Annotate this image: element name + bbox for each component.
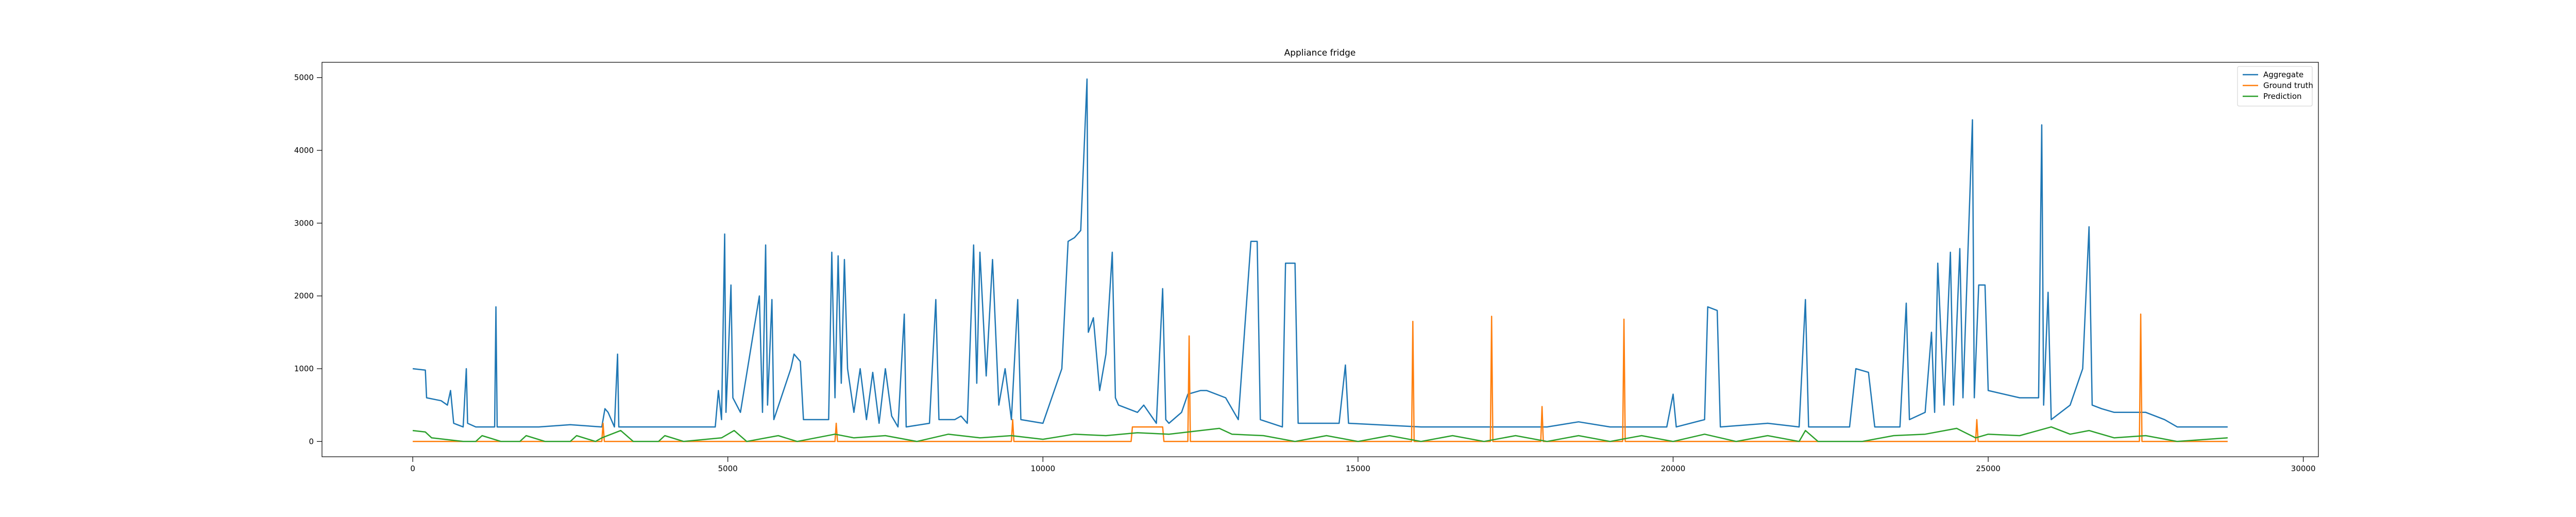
x-tick-label: 10000 (1030, 464, 1055, 473)
x-tick-label: 25000 (1976, 464, 2001, 473)
series-line (413, 313, 2228, 442)
y-tick-label: 5000 (294, 73, 314, 82)
x-tick-label: 20000 (1661, 464, 1686, 473)
legend-label: Prediction (2263, 92, 2302, 101)
x-tick-label: 30000 (2291, 464, 2316, 473)
y-tick-label: 3000 (294, 218, 314, 228)
y-tick-label: 2000 (294, 291, 314, 301)
series-line (412, 426, 2228, 442)
y-tick-label: 4000 (294, 146, 314, 155)
y-tick-label: 0 (309, 437, 314, 446)
x-tick-label: 0 (410, 464, 415, 473)
chart-title: Appliance fridge (1284, 48, 1356, 58)
legend-label: Aggregate (2263, 70, 2303, 79)
x-tick-label: 15000 (1346, 464, 1370, 473)
legend-label: Ground truth (2263, 81, 2313, 90)
y-tick-label: 1000 (294, 364, 314, 373)
plot-frame (321, 62, 2319, 457)
x-tick-label: 5000 (718, 464, 738, 473)
series-line (412, 78, 2228, 428)
